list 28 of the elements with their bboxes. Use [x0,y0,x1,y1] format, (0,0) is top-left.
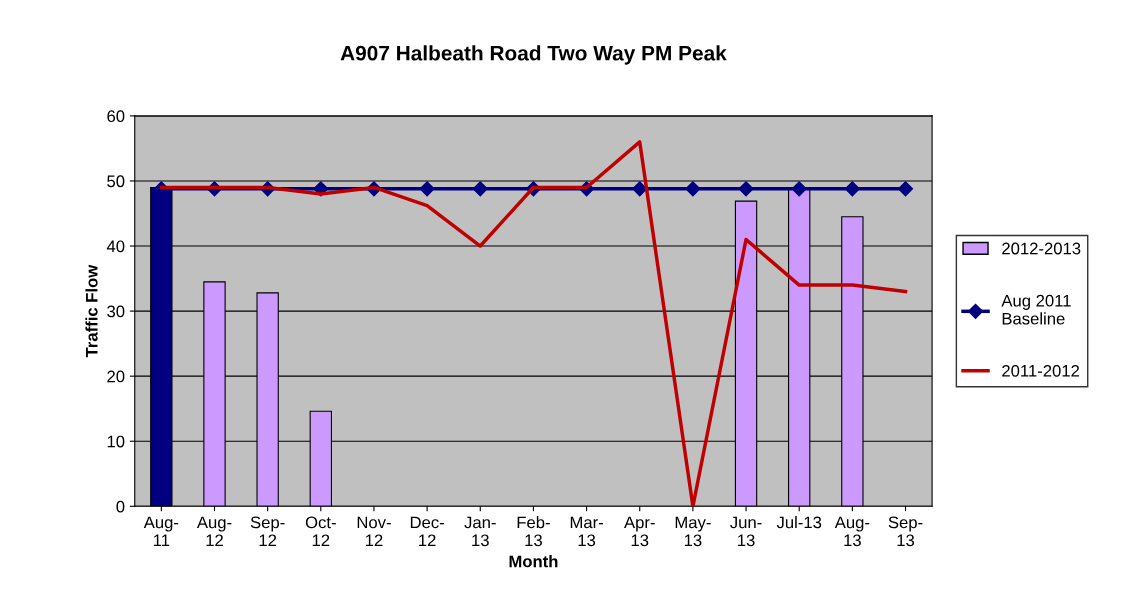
x-tick-label: Sep- 13 [888,516,923,547]
y-tick-label: 0 [116,500,125,513]
y-tick-label: 60 [107,110,125,123]
x-tick-label: Aug- 11 [143,516,179,547]
legend-label: 2012-2013 [1002,242,1081,255]
y-tick-label: 20 [107,370,125,383]
x-tick-label: Feb- 13 [517,516,550,547]
legend-label: 2011-2012 [1002,364,1080,377]
x-tick-label: Jul-13 [776,516,822,529]
chart-title: A907 Halbeath Road Two Way PM Peak [340,45,727,65]
x-axis-title: Month [509,555,558,568]
x-tick-label: Nov- 12 [357,516,391,547]
x-tick-label: Jun- 13 [730,516,762,547]
y-tick-label: 40 [106,240,125,253]
x-tick-label: Dec- 12 [410,516,444,547]
y-axis-title: Traffic Flow [85,264,98,358]
x-tick-label: Jan- 13 [464,516,496,547]
x-tick-label: May- 13 [675,516,711,547]
x-tick-label: Aug- 13 [834,516,870,547]
y-tick-label: 50 [107,175,125,188]
x-tick-label: Aug- 12 [196,516,232,547]
y-tick-label: 10 [107,435,125,448]
x-tick-label: Mar- 13 [570,516,603,547]
y-tick-label: 30 [107,305,125,318]
x-tick-label: Oct- 12 [305,516,336,547]
x-tick-label: Sep- 12 [250,516,285,547]
x-tick-label: Apr- 13 [624,516,655,547]
legend-label: Aug 2011 Baseline [1001,294,1071,325]
